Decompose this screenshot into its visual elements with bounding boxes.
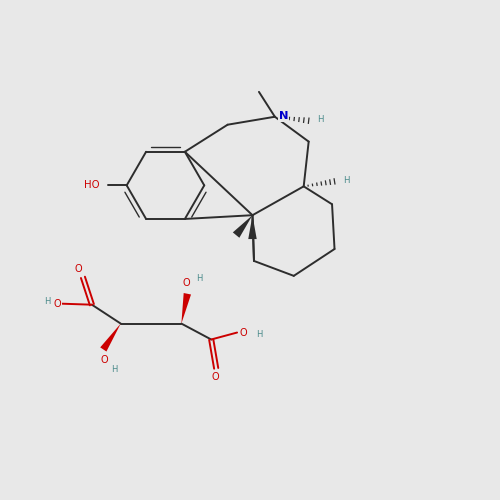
Text: H: H: [44, 296, 51, 306]
Polygon shape: [182, 293, 191, 324]
Text: O: O: [182, 278, 190, 288]
Text: H: H: [318, 115, 324, 124]
Text: O: O: [74, 264, 82, 274]
Text: O: O: [101, 356, 108, 366]
Polygon shape: [233, 215, 252, 238]
Text: H: H: [256, 330, 262, 338]
Text: H: H: [111, 365, 117, 374]
Text: O: O: [239, 328, 246, 338]
Text: H: H: [344, 176, 350, 185]
Text: HO: HO: [84, 180, 100, 190]
Polygon shape: [100, 324, 120, 351]
Text: O: O: [54, 298, 61, 308]
Text: N: N: [279, 111, 288, 120]
Text: H: H: [196, 274, 203, 283]
Polygon shape: [248, 215, 256, 239]
Text: O: O: [212, 372, 219, 382]
